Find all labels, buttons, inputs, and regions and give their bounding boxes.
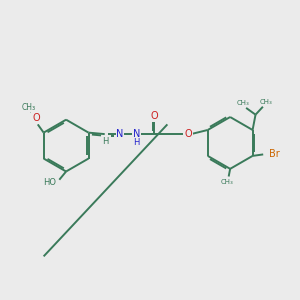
Text: H: H xyxy=(134,138,140,147)
Text: N: N xyxy=(116,129,124,139)
Text: H: H xyxy=(102,137,109,146)
Text: CH₃: CH₃ xyxy=(221,179,234,185)
Text: HO: HO xyxy=(44,178,56,187)
Text: CH₃: CH₃ xyxy=(260,99,272,105)
Text: O: O xyxy=(32,113,40,123)
Text: O: O xyxy=(184,129,192,139)
Text: N: N xyxy=(133,129,140,139)
Text: CH₃: CH₃ xyxy=(237,100,250,106)
Text: Br: Br xyxy=(269,149,280,159)
Text: O: O xyxy=(151,111,158,122)
Text: CH₃: CH₃ xyxy=(22,103,36,112)
